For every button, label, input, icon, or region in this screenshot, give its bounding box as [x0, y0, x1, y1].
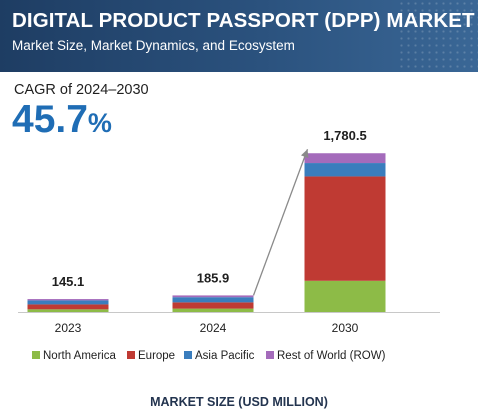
- growth-arrow-head: [300, 149, 309, 159]
- cagr-label: CAGR of 2024–2030: [14, 82, 149, 98]
- legend-label-rest-of-world-row: Rest of World (ROW): [277, 350, 386, 362]
- bar-segment-rest-of-world-row-2024: [172, 295, 254, 298]
- banner-dot-pattern: [398, 0, 478, 72]
- legend-label-asia-pacific: Asia Pacific: [195, 350, 255, 362]
- x-tick-label-2024: 2024: [200, 321, 227, 335]
- bar-segment-europe-2030: [304, 176, 386, 281]
- x-tick-label-2023: 2023: [55, 321, 82, 335]
- data-label-2030: 1,780.5: [323, 128, 366, 143]
- legend-swatch-rest-of-world-row: [266, 351, 274, 359]
- cagr-unit: %: [87, 108, 112, 138]
- legend-swatch-europe: [127, 351, 135, 359]
- page-title: DIGITAL PRODUCT PASSPORT (DPP) MARKET: [12, 9, 475, 32]
- cagr-number: 45.7: [12, 98, 88, 141]
- legend-swatch-asia-pacific: [184, 351, 192, 359]
- bar-segment-asia-pacific-2024: [172, 297, 254, 303]
- bar-segment-rest-of-world-row-2030: [304, 153, 386, 164]
- x-tick-label-2030: 2030: [332, 321, 359, 335]
- legend-label-europe: Europe: [138, 350, 175, 362]
- bar-segment-north-america-2030: [304, 280, 386, 312]
- cagr-value: 45.7%: [12, 97, 112, 146]
- bar-segment-rest-of-world-row-2023: [27, 299, 109, 301]
- legend-swatch-north-america: [32, 351, 40, 359]
- data-label-2024: 185.9: [197, 270, 230, 285]
- bar-segment-north-america-2023: [27, 309, 109, 312]
- header-banner: DIGITAL PRODUCT PASSPORT (DPP) MARKET Ma…: [0, 0, 478, 72]
- legend-label-north-america: North America: [43, 350, 116, 362]
- page-subtitle: Market Size, Market Dynamics, and Ecosys…: [12, 38, 295, 53]
- chart-footer-label: MARKET SIZE (USD MILLION): [150, 395, 328, 409]
- bar-segment-north-america-2024: [172, 308, 254, 312]
- growth-arrow-line: [252, 149, 309, 296]
- bar-segment-asia-pacific-2023: [27, 300, 109, 305]
- data-label-2023: 145.1: [52, 274, 85, 289]
- bar-segment-europe-2024: [172, 302, 254, 309]
- bar-segment-europe-2023: [27, 304, 109, 310]
- market-size-chart: 145.1 2023 185.9 2024 1,780.5 2030 North Ameri…: [18, 128, 440, 362]
- bar-segment-asia-pacific-2030: [304, 163, 386, 177]
